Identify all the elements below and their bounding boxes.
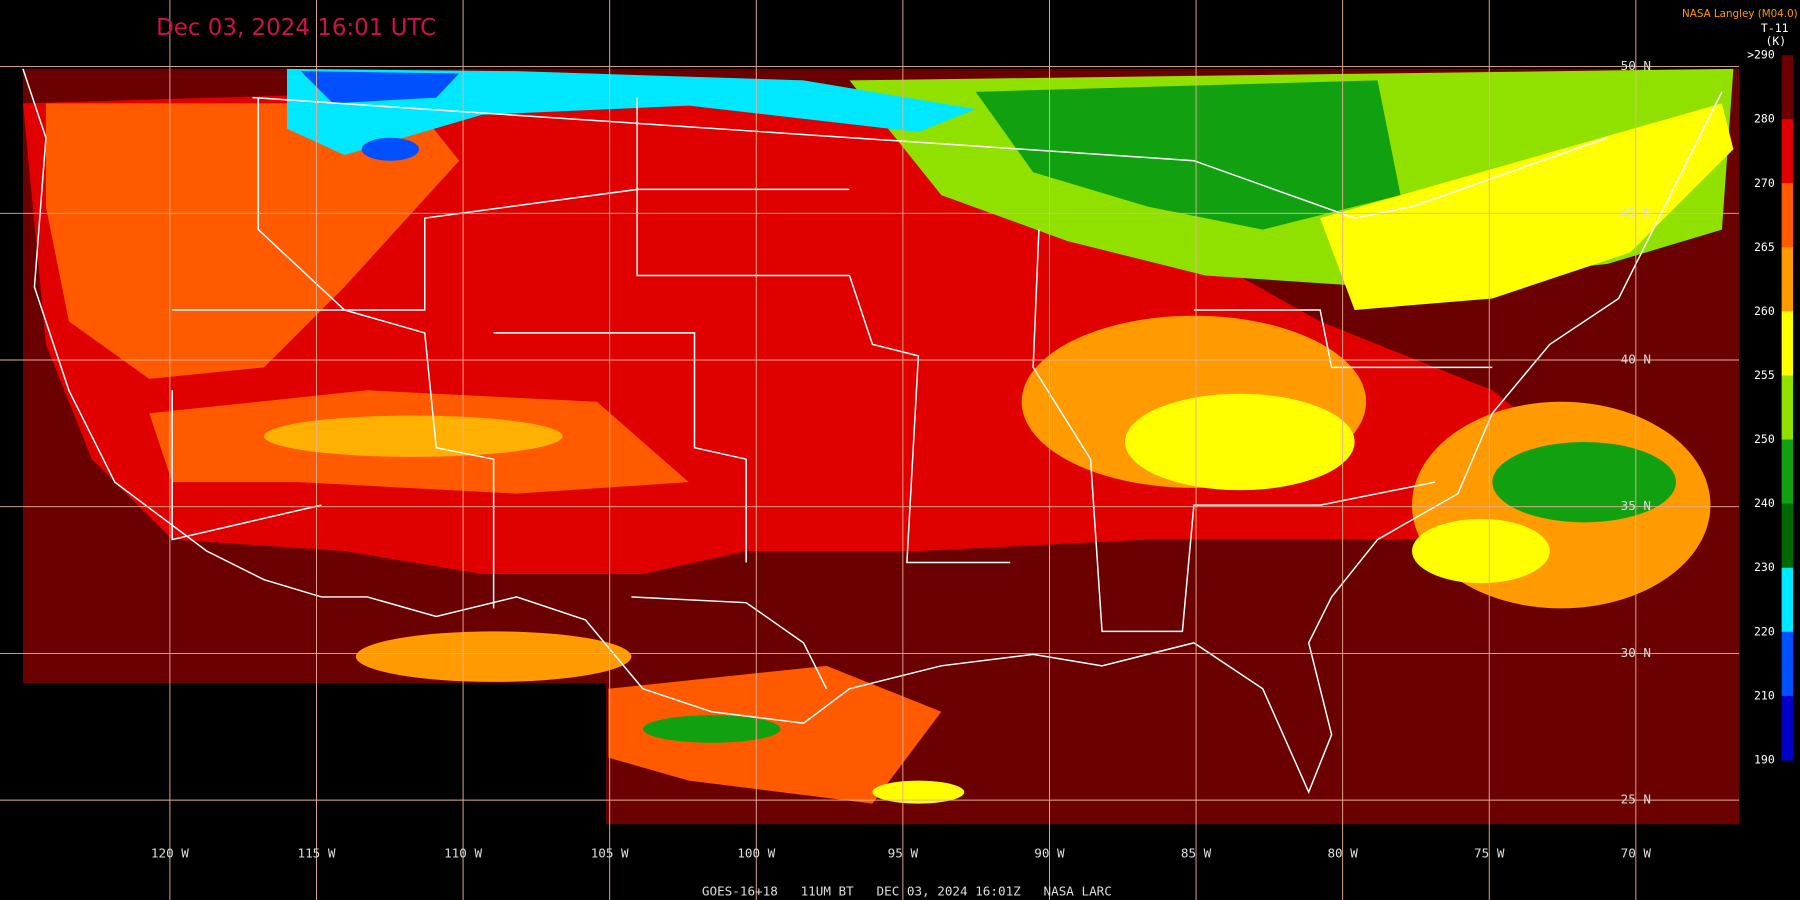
color-segment xyxy=(1781,631,1794,697)
longitude-label: 115 W xyxy=(298,846,336,861)
border-south xyxy=(631,596,828,690)
color-label: 255 xyxy=(1754,368,1775,382)
state-line xyxy=(636,97,1011,564)
yellow-southwest xyxy=(264,415,563,457)
orange-mexico xyxy=(355,631,632,682)
latitude-label: 50 N xyxy=(1621,58,1651,73)
state-line xyxy=(493,332,747,563)
color-segment xyxy=(1781,439,1794,505)
longitude-label: 120 W xyxy=(151,846,189,861)
unit: (K) xyxy=(1766,34,1787,48)
green-gulf xyxy=(642,715,781,743)
longitude-label: 110 W xyxy=(444,846,482,861)
color-segment xyxy=(1781,311,1794,377)
color-segment xyxy=(1781,247,1794,312)
color-label: 250 xyxy=(1754,432,1775,446)
longitude-label: 100 W xyxy=(737,846,775,861)
latitude-label: 45 N xyxy=(1621,205,1651,220)
latitude-label: 30 N xyxy=(1621,645,1651,660)
color-bar: >290 280 270 265 260 255 250 240 230 220 210 190 xyxy=(1747,48,1794,766)
blue-north xyxy=(300,71,460,104)
color-segment xyxy=(1781,503,1794,569)
color-label: 260 xyxy=(1754,304,1775,318)
yellow-gulf xyxy=(872,780,965,804)
color-segment xyxy=(1781,183,1794,248)
coastline xyxy=(22,68,1723,795)
color-segment xyxy=(1781,695,1794,761)
blue-spot xyxy=(361,137,420,161)
credit: NASA Langley (M04.0) xyxy=(1682,8,1798,20)
color-label: 220 xyxy=(1754,624,1775,638)
yellow-east xyxy=(1125,393,1355,491)
longitude-label: 80 W xyxy=(1327,846,1358,861)
color-segment xyxy=(1781,119,1794,184)
yellow-atlantic xyxy=(1411,518,1550,584)
green-atlantic xyxy=(1492,441,1677,523)
color-label: 270 xyxy=(1754,176,1775,190)
graticule: 120 W 115 W 110 W 105 W 100 W 95 W 90 W 85 W 80 … xyxy=(0,0,1740,900)
product: T-11 xyxy=(1761,21,1789,35)
yellow-northeast xyxy=(1320,103,1734,310)
color-label: 230 xyxy=(1754,560,1775,574)
state-line xyxy=(171,390,322,541)
boundaries xyxy=(22,68,1723,795)
longitude-label: 70 W xyxy=(1621,846,1652,861)
longitude-label: 75 W xyxy=(1474,846,1505,861)
footer: GOES-16+18 11UM BT DEC 03, 2024 16:01Z N… xyxy=(702,883,1112,898)
state-line xyxy=(257,97,495,609)
latitude-label: 40 N xyxy=(1621,352,1651,367)
orange-gulf xyxy=(608,665,942,804)
state-line xyxy=(1032,229,1436,633)
color-label: >290 xyxy=(1747,48,1775,62)
latitude-label: 25 N xyxy=(1621,792,1651,807)
longitude-label: 105 W xyxy=(591,846,629,861)
color-label: 210 xyxy=(1754,688,1775,702)
color-segment xyxy=(1781,567,1794,633)
dark-green-north xyxy=(975,80,1401,230)
orange-west xyxy=(45,103,460,379)
longitude-label: 85 W xyxy=(1181,846,1212,861)
color-label: 240 xyxy=(1754,496,1775,510)
border-north xyxy=(252,96,1608,219)
state-line xyxy=(1193,309,1493,369)
color-label: 190 xyxy=(1754,752,1775,766)
state-line xyxy=(172,188,850,311)
color-segment xyxy=(1781,55,1794,120)
color-segment xyxy=(1781,375,1794,441)
longitude-label: 90 W xyxy=(1034,846,1065,861)
timestamp: Dec 03, 2024 16:01 UTC xyxy=(156,15,436,41)
color-label: 280 xyxy=(1754,112,1775,126)
latitude-label: 35 N xyxy=(1621,498,1651,513)
longitude-label: 95 W xyxy=(888,846,919,861)
color-label: 265 xyxy=(1754,240,1775,254)
cyan-north xyxy=(286,68,976,155)
